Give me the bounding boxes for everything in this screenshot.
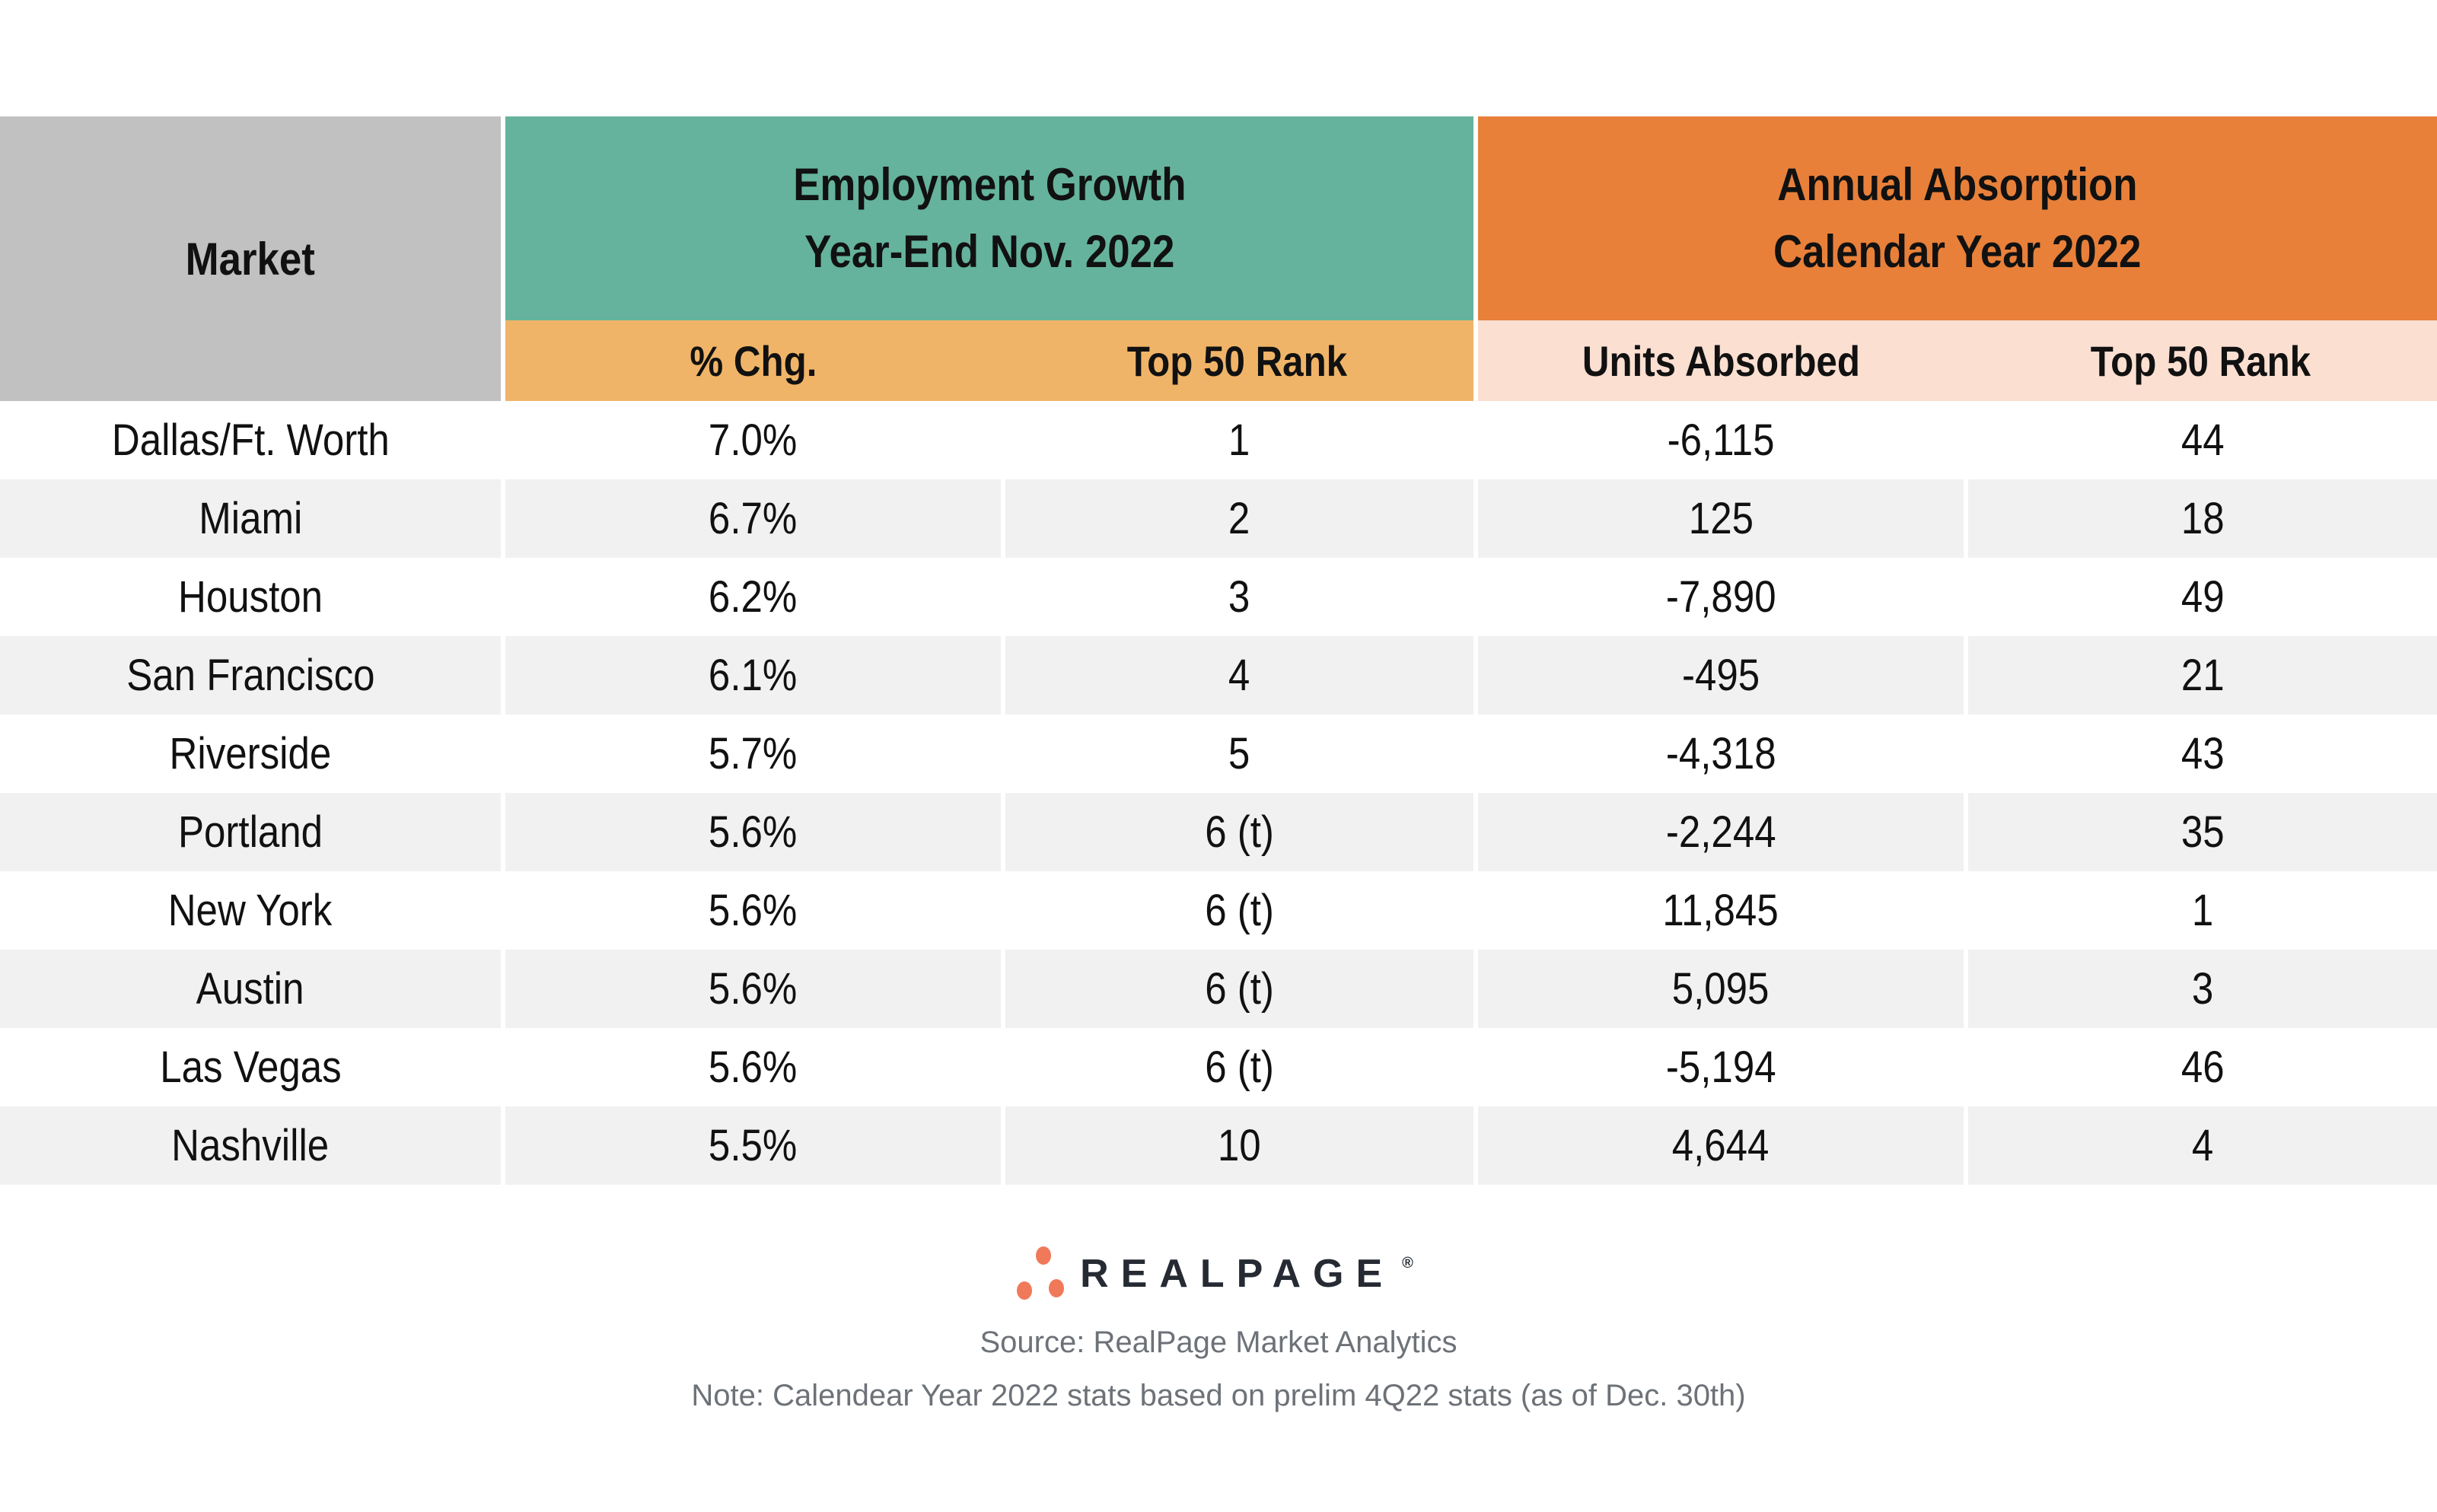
market-header-label: Market (185, 233, 316, 285)
aa-rank-cell: 3 (1964, 950, 2437, 1028)
realpage-wordmark: REALPAGE (1080, 1252, 1395, 1296)
aa-rank-cell: 46 (1964, 1028, 2437, 1106)
pct-chg-cell: 5.6% (501, 793, 1001, 871)
units-absorbed-cell: 5,095 (1473, 950, 1964, 1028)
market-name-cell: Houston (0, 558, 501, 636)
pct-chg-column-header: % Chg. (501, 320, 1001, 401)
realpage-logo: REALPAGE ® (0, 1239, 2437, 1309)
aa-rank-cell: 35 (1964, 793, 2437, 871)
eg-rank-cell: 6 (t) (1001, 793, 1473, 871)
units-absorbed-cell: 4,644 (1473, 1106, 1964, 1185)
eg-rank-cell: 6 (t) (1001, 1028, 1473, 1106)
annual-absorption-title-line1: Annual Absorption (1777, 159, 2138, 210)
units-absorbed-cell: -6,115 (1473, 401, 1964, 479)
units-absorbed-cell: -5,194 (1473, 1028, 1964, 1106)
pct-chg-cell: 7.0% (501, 401, 1001, 479)
employment-growth-group-header: Employment Growth Year-End Nov. 2022 (501, 116, 1473, 320)
units-absorbed-cell: 125 (1473, 479, 1964, 558)
eg-top50-rank-column-header: Top 50 Rank (1001, 320, 1473, 401)
market-name-cell: Dallas/Ft. Worth (0, 401, 501, 479)
units-absorbed-cell: 11,845 (1473, 871, 1964, 950)
aa-top50-rank-column-header: Top 50 Rank (1964, 320, 2437, 401)
eg-rank-cell: 5 (1001, 715, 1473, 793)
market-name-cell: Las Vegas (0, 1028, 501, 1106)
eg-rank-cell: 6 (t) (1001, 950, 1473, 1028)
employment-growth-title-line1: Employment Growth (792, 159, 1187, 210)
eg-rank-cell: 10 (1001, 1106, 1473, 1185)
annual-absorption-title-line2: Calendar Year 2022 (1773, 226, 2142, 277)
eg-rank-cell: 1 (1001, 401, 1473, 479)
annual-absorption-group-header: Annual Absorption Calendar Year 2022 (1473, 116, 2437, 320)
market-name-cell: Riverside (0, 715, 501, 793)
eg-top50-rank-header-label: Top 50 Rank (1126, 336, 1348, 385)
eg-rank-cell: 2 (1001, 479, 1473, 558)
employment-growth-title-line2: Year-End Nov. 2022 (804, 226, 1175, 277)
aa-rank-cell: 49 (1964, 558, 2437, 636)
units-absorbed-cell: -4,318 (1473, 715, 1964, 793)
eg-rank-cell: 3 (1001, 558, 1473, 636)
units-absorbed-cell: -495 (1473, 636, 1964, 715)
aa-top50-rank-header-label: Top 50 Rank (2090, 336, 2311, 385)
eg-rank-cell: 4 (1001, 636, 1473, 715)
eg-rank-cell: 6 (t) (1001, 871, 1473, 950)
pct-chg-cell: 6.7% (501, 479, 1001, 558)
market-stats-table: Market Employment Growth Year-End Nov. 2… (0, 116, 2437, 1185)
pct-chg-cell: 6.1% (501, 636, 1001, 715)
market-name-cell: San Francisco (0, 636, 501, 715)
pct-chg-cell: 5.6% (501, 950, 1001, 1028)
market-name-cell: Nashville (0, 1106, 501, 1185)
aa-rank-cell: 4 (1964, 1106, 2437, 1185)
aa-rank-cell: 44 (1964, 401, 2437, 479)
pct-chg-cell: 6.2% (501, 558, 1001, 636)
pct-chg-header-label: % Chg. (689, 336, 817, 385)
units-absorbed-cell: -2,244 (1473, 793, 1964, 871)
aa-rank-cell: 18 (1964, 479, 2437, 558)
units-absorbed-column-header: Units Absorbed (1473, 320, 1964, 401)
units-absorbed-cell: -7,890 (1473, 558, 1964, 636)
pct-chg-cell: 5.5% (501, 1106, 1001, 1185)
aa-rank-cell: 21 (1964, 636, 2437, 715)
note-line: Note: Calendear Year 2022 stats based on… (691, 1379, 1746, 1412)
market-name-cell: Portland (0, 793, 501, 871)
aa-rank-cell: 1 (1964, 871, 2437, 950)
units-absorbed-header-label: Units Absorbed (1582, 336, 1860, 385)
market-name-cell: Miami (0, 479, 501, 558)
source-line: Source: RealPage Market Analytics (980, 1326, 1457, 1359)
pct-chg-cell: 5.7% (501, 715, 1001, 793)
market-column-header: Market (0, 116, 501, 401)
registered-trademark-symbol: ® (1402, 1254, 1413, 1272)
aa-rank-cell: 43 (1964, 715, 2437, 793)
pct-chg-cell: 5.6% (501, 871, 1001, 950)
realpage-logo-dots-icon (1017, 1246, 1065, 1300)
pct-chg-cell: 5.6% (501, 1028, 1001, 1106)
market-name-cell: Austin (0, 950, 501, 1028)
market-name-cell: New York (0, 871, 501, 950)
